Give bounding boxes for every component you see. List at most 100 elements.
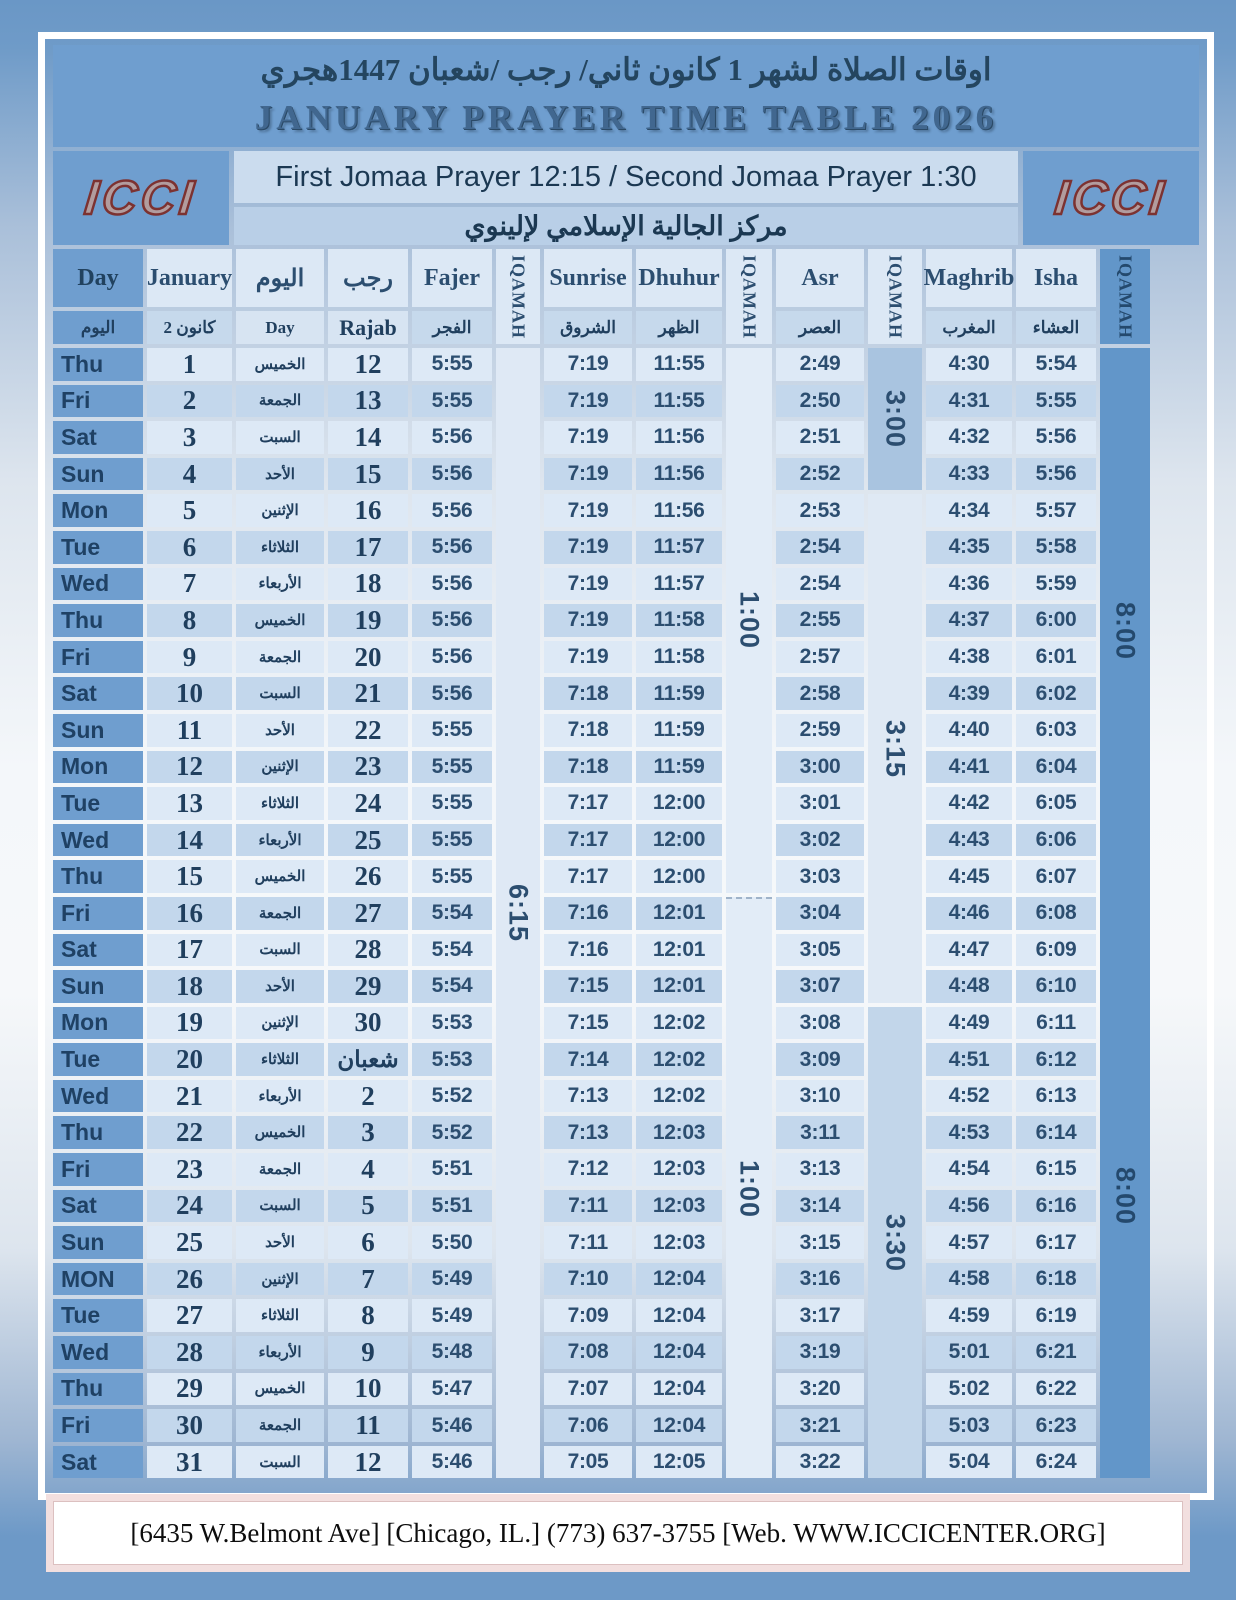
hijri-date-cell: 10 [328,1372,408,1406]
arabic-day-cell: الثلاثاء [236,787,324,820]
isha-time-cell: 5:54 [1016,348,1096,381]
isha-time-cell: 6:10 [1016,970,1096,1003]
january-date-cell: 5 [147,494,232,527]
january-date-cell: 1 [147,348,232,381]
hijri-date-cell: 7 [328,1262,408,1296]
arabic-day-cell: السبت [236,421,324,454]
arabic-day-cell: السبت [236,1189,324,1223]
dhuhur-time-cell: 12:00 [636,823,722,857]
icci-logo-text: ICCI [1051,170,1171,226]
hijri-date-cell: 19 [328,604,408,637]
maghrib-time-cell: 4:34 [926,494,1012,527]
sunrise-time-cell: 7:13 [544,1079,632,1113]
arabic-day-cell: الخميس [236,1372,324,1406]
day-name-cell: Thu [53,348,143,381]
sunrise-time-cell: 7:19 [544,457,632,491]
day-name-cell: Mon [53,750,143,784]
isha-time-cell: 6:05 [1016,787,1096,820]
arabic-day-cell: الأربعاء [236,823,324,857]
isha-time-cell: 6:01 [1016,640,1096,674]
dhuhur-time-cell: 11:59 [636,750,722,784]
arabic-day-cell: الثلاثاء [236,530,324,564]
sunrise-time-cell: 7:19 [544,348,632,381]
isha-time-cell: 5:56 [1016,457,1096,491]
hijri-date-cell: 3 [328,1116,408,1150]
maghrib-time-cell: 4:46 [926,896,1012,930]
asr-time-cell: 3:07 [776,970,864,1003]
asr-time-cell: 3:10 [776,1079,864,1113]
dhuhur-iqamah-time: 1:00 [734,1159,765,1218]
dhuhur-time-cell: 11:56 [636,494,722,527]
sunrise-time-cell: 7:15 [544,970,632,1003]
january-date-cell: 9 [147,640,232,674]
hijri-date-cell: 15 [328,457,408,491]
dhuhur-time-cell: 12:04 [636,1409,722,1442]
footer-address-text: [6435 W.Belmont Ave] [Chicago, IL.] (773… [53,1501,1183,1565]
hijri-date-cell: 23 [328,750,408,784]
dhuhur-time-cell: 12:04 [636,1372,722,1406]
arabic-day-cell: الثلاثاء [236,1299,324,1333]
hijri-date-cell: 29 [328,970,408,1003]
january-date-cell: 3 [147,421,232,454]
isha-time-cell: 6:09 [1016,933,1096,967]
january-date-cell: 23 [147,1153,232,1186]
arabic-day-cell: الإثنين [236,494,324,527]
january-date-cell: 27 [147,1299,232,1333]
icci-logo-text: ICCI [81,170,201,226]
asr-time-cell: 3:09 [776,1043,864,1076]
sunrise-time-cell: 7:08 [544,1336,632,1369]
january-date-cell: 28 [147,1336,232,1369]
arabic-day-cell: الثلاثاء [236,1043,324,1076]
hijri-date-cell: 14 [328,421,408,454]
subheader-rajab-english: Rajab [328,311,408,344]
fajer-time-cell: 5:56 [412,421,492,454]
january-date-cell: 10 [147,677,232,710]
asr-time-cell: 2:59 [776,713,864,747]
dhuhur-time-cell: 12:03 [636,1226,722,1259]
sunrise-time-cell: 7:17 [544,823,632,857]
fajer-time-cell: 5:53 [412,1006,492,1040]
col-header-maghrib: Maghrib [924,249,1014,307]
arabic-day-cell: الأربعاء [236,1079,324,1113]
arabic-day-cell: الإثنين [236,1262,324,1296]
arabic-day-cell: الجمعة [236,1153,324,1186]
maghrib-time-cell: 4:48 [926,970,1012,1003]
maghrib-time-cell: 4:35 [926,530,1012,564]
fajer-time-cell: 5:55 [412,713,492,747]
arabic-day-cell: الأربعاء [236,1336,324,1369]
dhuhur-time-cell: 11:56 [636,421,722,454]
hijri-date-cell: 25 [328,823,408,857]
hijri-date-cell: 27 [328,896,408,930]
sunrise-time-cell: 7:05 [544,1445,632,1479]
january-date-cell: 16 [147,896,232,930]
hijri-date-cell: 4 [328,1153,408,1186]
dhuhur-time-cell: 12:03 [636,1153,722,1186]
maghrib-time-cell: 4:51 [926,1043,1012,1076]
day-name-cell: Thu [53,1116,143,1150]
hijri-date-cell: 26 [328,860,408,893]
day-name-cell: Thu [53,604,143,637]
isha-time-cell: 5:58 [1016,530,1096,564]
dhuhur-time-cell: 12:02 [636,1006,722,1040]
fajer-time-cell: 5:56 [412,677,492,710]
dhuhur-time-cell: 11:56 [636,457,722,491]
hijri-date-cell: 16 [328,494,408,527]
asr-iqamah-section: 3:15 [868,494,922,1003]
sunrise-time-cell: 7:19 [544,494,632,527]
subheader-isha-arabic: العشاء [1016,311,1096,344]
maghrib-time-cell: 4:56 [926,1189,1012,1223]
dhuhur-time-cell: 12:03 [636,1116,722,1150]
isha-time-cell: 6:02 [1016,677,1096,710]
sunrise-time-cell: 7:17 [544,787,632,820]
col-header-iqamah-asr: IQAMAH [868,249,922,344]
fajer-time-cell: 5:54 [412,896,492,930]
arabic-day-cell: الجمعة [236,384,324,418]
dhuhur-time-cell: 12:04 [636,1299,722,1333]
maghrib-time-cell: 4:43 [926,823,1012,857]
january-date-cell: 19 [147,1006,232,1040]
col-header-day: Day [53,249,143,307]
dhuhur-time-cell: 11:58 [636,604,722,637]
arabic-day-cell: الأحد [236,457,324,491]
maghrib-time-cell: 4:45 [926,860,1012,893]
asr-time-cell: 3:20 [776,1372,864,1406]
